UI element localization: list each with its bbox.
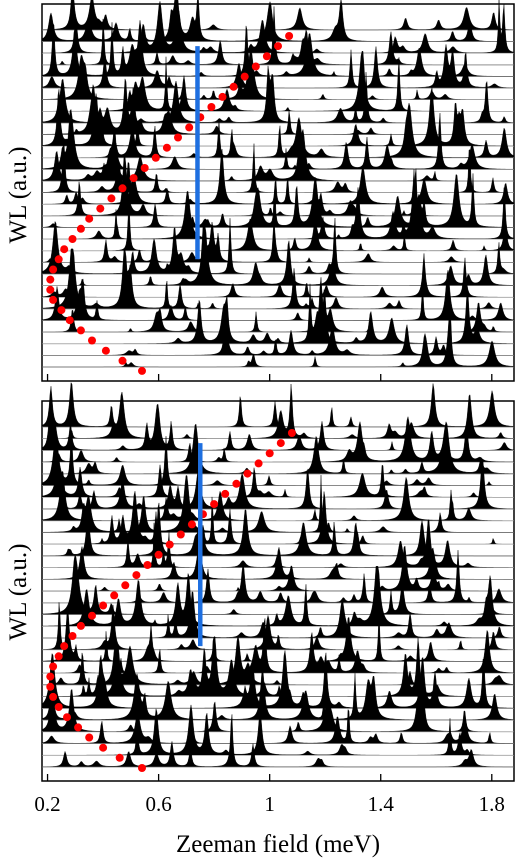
x-tick-label: 1 — [264, 792, 275, 816]
spectrum-trace — [41, 47, 514, 100]
gap-closing-point — [96, 204, 105, 213]
gap-closing-point — [88, 336, 96, 345]
gap-closing-point — [99, 743, 108, 752]
ylabel-bottom: WL (a.u.) — [5, 544, 32, 641]
gap-closing-point — [110, 591, 119, 600]
spectrum-trace — [41, 464, 514, 498]
gap-closing-point — [74, 723, 83, 732]
spectrum-trace — [41, 708, 515, 744]
xlabel: Zeeman field (meV) — [176, 831, 380, 858]
x-tick-label: 1.4 — [368, 792, 395, 816]
spectrum-trace — [42, 324, 515, 356]
spectrum-trace — [41, 383, 515, 439]
spectrum-trace — [41, 704, 515, 756]
panel-bottom: 0.2 0.6 1 1.4 1.8 WL (a.u.) Zeeman field (me… — [5, 381, 515, 858]
gap-closing-point — [232, 479, 241, 488]
gap-closing-point — [49, 295, 58, 304]
gap-closing-point — [187, 520, 196, 529]
gap-closing-point — [85, 733, 94, 742]
gap-closing-point — [76, 326, 85, 335]
gap-closing-point — [107, 194, 116, 203]
gap-closing-point — [185, 123, 194, 132]
gap-closing-point — [176, 530, 185, 539]
gap-closing-point — [68, 632, 77, 640]
gap-closing-point — [46, 672, 55, 681]
gap-closing-point — [57, 306, 66, 315]
gap-closing-point — [138, 764, 146, 772]
spectrum-trace — [41, 566, 515, 627]
x-tick-label: 1.8 — [479, 792, 505, 816]
ticks-bottom: 0.2 0.6 1 1.4 1.8 — [34, 774, 505, 816]
gap-closing-point — [49, 662, 58, 671]
gap-closing-point — [132, 571, 141, 580]
gap-closing-point — [151, 153, 160, 162]
spectrum-trace — [41, 618, 515, 674]
gap-closing-point — [85, 214, 94, 223]
gap-closing-point — [88, 611, 96, 620]
gap-closing-point — [276, 439, 285, 448]
gap-closing-point — [287, 429, 296, 437]
gap-closing-point — [218, 92, 227, 101]
gap-closing-point — [49, 692, 58, 701]
gap-closing-point — [138, 366, 146, 375]
ticks-top — [46, 374, 493, 381]
gap-closing-point — [129, 174, 138, 183]
spectrum-trace — [41, 636, 515, 697]
gap-closing-point — [140, 164, 149, 172]
gap-closing-point — [46, 275, 55, 284]
spectrum-trace — [41, 0, 515, 54]
gap-closing-point — [54, 255, 63, 264]
gap-closing-point — [274, 42, 282, 51]
spectrum-trace — [41, 433, 514, 486]
gap-closing-point — [210, 500, 219, 509]
gap-closing-point — [68, 235, 77, 243]
gap-closing-point — [101, 346, 110, 355]
overlay-bottom — [46, 429, 296, 772]
gap-closing-point — [154, 550, 163, 559]
gap-closing-point — [115, 753, 124, 762]
gap-closing-point — [254, 459, 263, 468]
ylabel-top: WL (a.u.) — [5, 147, 32, 244]
spectrum-trace — [41, 108, 515, 170]
gap-closing-point — [229, 82, 238, 91]
traces-top — [41, 0, 515, 368]
spectrum-trace — [41, 650, 515, 709]
gap-closing-point — [174, 133, 182, 142]
x-tick-label: 0.2 — [34, 792, 60, 816]
spectrum-trace — [41, 381, 515, 428]
gap-closing-point — [60, 642, 69, 651]
gap-closing-point — [265, 449, 274, 458]
gap-closing-point — [76, 224, 85, 233]
x-tick-label: 0.6 — [145, 792, 171, 816]
gap-closing-point — [65, 316, 74, 325]
gap-closing-point — [121, 581, 130, 590]
spectrum-trace — [41, 148, 515, 205]
gap-closing-point — [243, 469, 252, 478]
gap-closing-point — [262, 52, 271, 61]
panel-top: WL (a.u.) — [5, 0, 515, 382]
gap-closing-point — [162, 143, 171, 152]
gap-closing-point — [285, 32, 294, 40]
gap-closing-point — [46, 682, 55, 691]
gap-closing-point — [54, 652, 63, 661]
gap-closing-point — [46, 285, 55, 294]
overlay-top — [46, 32, 294, 375]
gap-closing-point — [76, 621, 85, 630]
gap-closing-point — [60, 245, 69, 254]
gap-closing-point — [251, 62, 260, 71]
gap-closing-point — [118, 356, 127, 365]
gap-closing-point — [118, 184, 127, 193]
gap-closing-point — [143, 561, 152, 569]
gap-closing-point — [54, 703, 63, 711]
gap-closing-point — [207, 103, 216, 111]
gap-closing-point — [240, 72, 249, 81]
gap-closing-point — [49, 265, 58, 274]
gap-closing-point — [221, 489, 230, 498]
gap-closing-point — [63, 713, 71, 722]
gap-closing-point — [165, 540, 174, 549]
spectrum-trace — [41, 0, 515, 42]
spectrum-trace — [41, 491, 514, 545]
gap-closing-point — [99, 601, 108, 610]
